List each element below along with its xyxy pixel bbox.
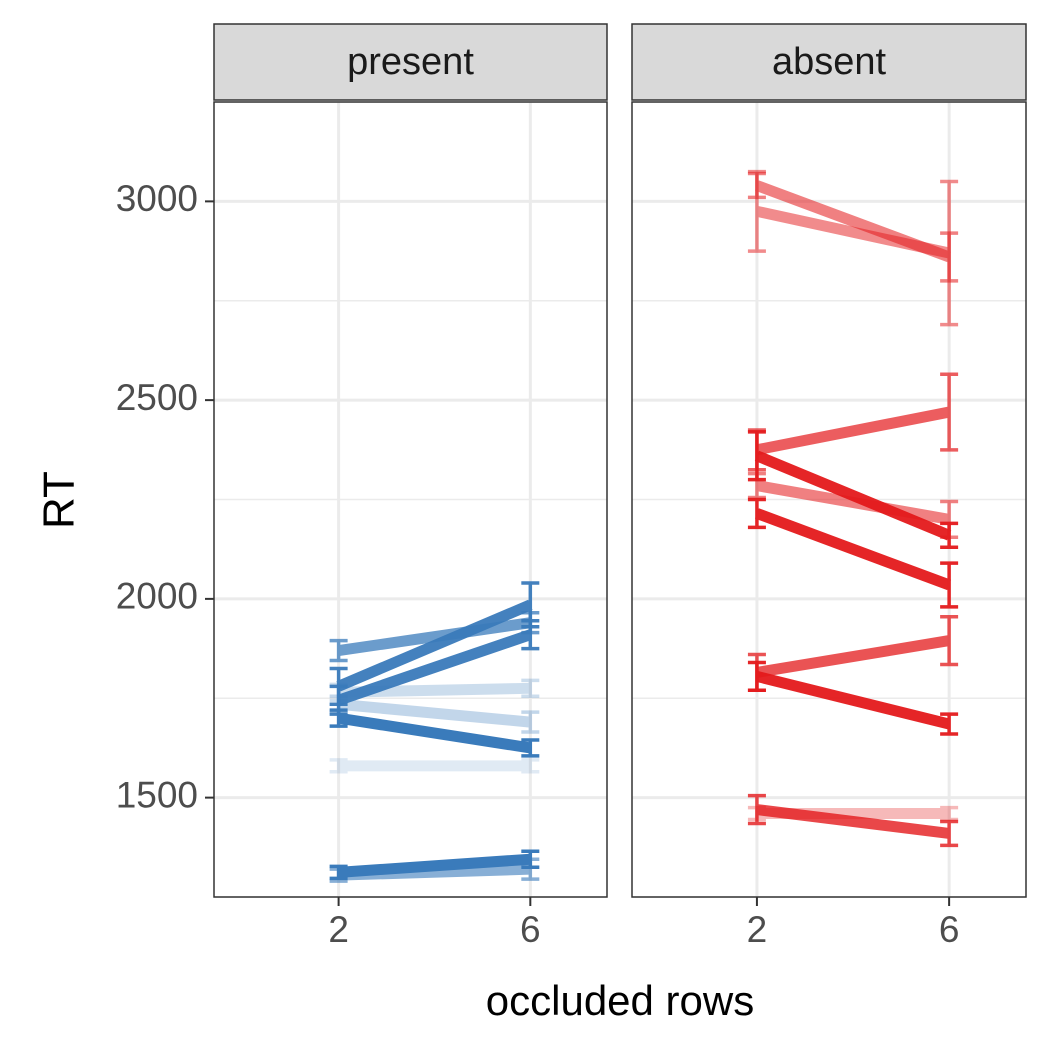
series [747,169,959,327]
panel-border [631,101,1027,898]
series-line [755,406,951,456]
series-line [755,480,951,525]
series [747,497,959,609]
series-line [338,863,531,881]
series [747,805,959,822]
facet-absent: absent 2 6 [631,23,1027,950]
y-tick-label: 2500 [116,377,198,418]
series-line [755,508,952,591]
x-tick-label: 6 [520,909,541,950]
gridlines [214,101,607,898]
facet-strip [631,23,1027,101]
series-line [338,698,531,728]
series-line [755,671,951,730]
facet-strip-label: present [347,41,474,83]
series-group [329,581,540,883]
series [747,471,959,540]
y-tick-label: 1500 [116,774,198,815]
series-group [747,169,959,848]
x-tick-label: 2 [747,909,768,950]
series [747,793,959,848]
x-axis-title: occluded rows [486,977,754,1024]
series-line [338,682,531,698]
x-tick-label: 6 [939,909,960,950]
series-line [337,712,532,754]
y-axis: 1500 2000 2500 3000 [116,178,214,815]
series-line [754,450,952,541]
series [747,660,959,736]
series [329,857,540,883]
series-line [756,804,950,839]
series-line [755,205,951,259]
facets: present 2 6 absent 2 6 [213,23,1027,950]
y-axis-title: RT [35,471,84,529]
series [747,372,959,472]
series [329,618,540,716]
facet-strip [213,23,608,101]
series [329,758,540,774]
series-line [336,629,533,706]
facet-strip-label: absent [772,41,887,83]
series-line [756,635,951,678]
facet-present: present 2 6 [213,23,608,950]
series [329,694,540,734]
panel-border [213,101,608,898]
series [329,708,540,758]
series-line [336,599,533,692]
y-tick-label: 3000 [116,178,198,219]
series [329,678,540,702]
x-tick-label: 2 [328,909,349,950]
y-tick-label: 2000 [116,576,198,617]
series-line [337,617,532,656]
